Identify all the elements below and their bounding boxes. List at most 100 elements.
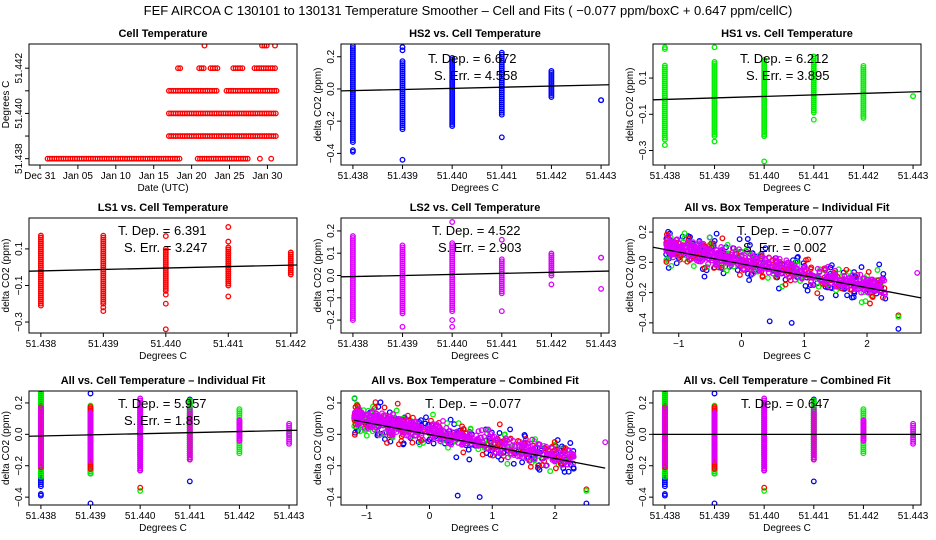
data-point	[869, 294, 876, 300]
data-point	[406, 433, 413, 440]
data-point	[711, 403, 718, 410]
data-point	[445, 440, 452, 446]
data-point	[664, 256, 671, 263]
data-point	[701, 249, 708, 256]
data-point	[399, 58, 406, 65]
data-point	[695, 255, 702, 262]
data-point	[704, 264, 711, 270]
data-point	[242, 155, 249, 162]
data-point	[522, 433, 529, 440]
data-point	[519, 454, 526, 461]
data-point	[816, 269, 823, 276]
data-point	[562, 450, 568, 457]
data-point	[498, 49, 505, 56]
data-point	[844, 292, 851, 299]
data-point	[430, 440, 437, 447]
data-point	[661, 404, 668, 411]
data-point	[761, 158, 768, 165]
data-point	[711, 410, 718, 416]
data-point	[711, 412, 718, 418]
data-points	[44, 44, 280, 162]
x-tick-label: 1	[489, 511, 495, 522]
data-point	[381, 404, 388, 411]
data-point	[851, 285, 858, 292]
data-point	[351, 395, 358, 402]
panel-title: HS2 vs. Cell Temperature	[409, 28, 541, 40]
fit-line	[653, 90, 921, 101]
data-point	[100, 304, 107, 311]
data-point	[729, 245, 736, 252]
data-point	[459, 423, 466, 430]
data-point	[225, 293, 232, 300]
fit-annotation: S. Err. = 4.558	[434, 68, 517, 83]
fit-annotation: S. Err. = 3.247	[124, 240, 207, 255]
data-point	[782, 281, 789, 288]
x-tick-label: 51.442	[275, 339, 306, 350]
data-point	[736, 271, 743, 278]
panel-4: LS1 vs. Cell Temperature Degrees C delta C…	[1, 202, 306, 362]
panel-title: All vs. Box Temperature – Individual Fit	[684, 202, 890, 214]
y-axis-label: delta CO2 (ppm)	[1, 411, 12, 485]
x-tick-label: 51.440	[437, 339, 468, 350]
fit-line	[29, 264, 297, 272]
data-point	[761, 57, 768, 63]
data-point	[529, 436, 536, 443]
data-point	[162, 326, 169, 333]
data-point	[549, 445, 556, 452]
fit-line	[341, 84, 609, 92]
plot-frame	[652, 43, 922, 166]
panel-9: All vs. Cell Temperature – Combined Fit D…	[625, 375, 929, 534]
data-point	[37, 391, 44, 396]
data-point	[776, 255, 783, 262]
x-tick-label: 51.438	[650, 511, 681, 522]
x-tick-label: 51.442	[848, 511, 879, 522]
data-point	[286, 422, 293, 429]
data-point	[762, 245, 769, 252]
data-point	[431, 431, 438, 438]
data-point	[570, 451, 577, 458]
data-point	[357, 428, 364, 435]
x-tick-label: 51.438	[650, 171, 681, 182]
data-point	[449, 55, 456, 61]
data-point	[555, 448, 561, 455]
data-point	[270, 110, 277, 117]
fit-annotation: T. Dep. = −0.077	[425, 396, 521, 411]
data-point	[833, 282, 840, 289]
data-point	[239, 65, 246, 72]
y-tick-label: −0.2	[326, 310, 337, 330]
x-axis-label: Degrees C	[139, 523, 187, 534]
data-point	[895, 313, 902, 320]
panel-7: All vs. Cell Temperature – Individual Fi…	[1, 375, 305, 534]
x-tick-label: 51.442	[536, 171, 567, 182]
data-point	[349, 45, 356, 52]
data-point	[87, 403, 94, 410]
data-point	[661, 142, 668, 149]
data-point	[565, 468, 572, 475]
data-point	[810, 408, 817, 415]
data-point	[507, 426, 514, 433]
fit-annotation: T. Dep. = 6.391	[118, 223, 207, 238]
data-point	[37, 232, 44, 239]
data-point	[174, 155, 181, 162]
data-point	[846, 274, 852, 281]
x-tick-label: 51.440	[125, 511, 156, 522]
data-point	[746, 277, 753, 284]
data-point	[212, 65, 219, 72]
data-point	[87, 412, 94, 418]
x-axis-label: Date (UTC)	[137, 183, 188, 194]
data-point	[761, 484, 768, 491]
data-point	[510, 460, 517, 467]
panel-title: All vs. Box Temperature – Combined Fit	[371, 375, 579, 387]
data-points	[653, 44, 921, 165]
data-point	[815, 283, 822, 290]
x-tick-label: 51.438	[338, 339, 369, 350]
data-point	[476, 494, 483, 501]
data-point	[501, 431, 508, 438]
data-point	[548, 70, 555, 76]
x-tick-label: 51.438	[26, 511, 57, 522]
data-point	[353, 413, 360, 420]
y-axis-label: Degrees C	[1, 81, 12, 129]
data-point	[547, 468, 554, 475]
data-point	[910, 422, 917, 429]
